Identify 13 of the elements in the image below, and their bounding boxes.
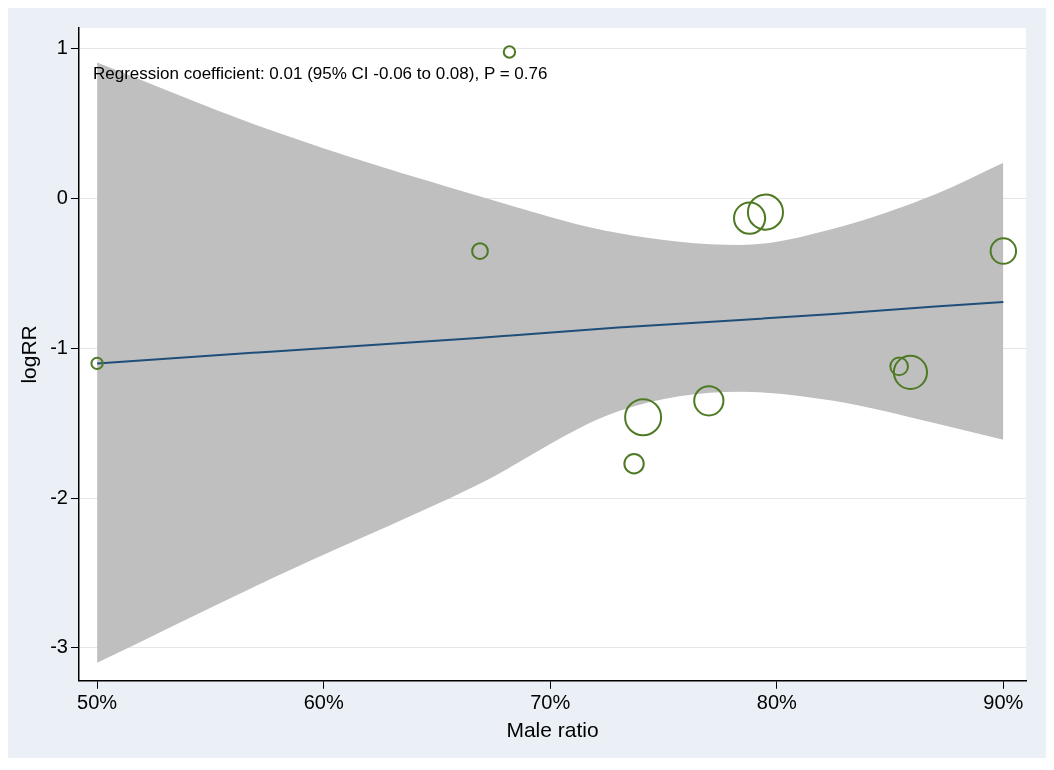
y-tick-label: -3: [50, 635, 68, 658]
y-tick-label: 1: [56, 36, 68, 59]
x-tick-label: 50%: [77, 691, 118, 714]
y-axis-title: logRR: [17, 325, 41, 384]
y-tick-label: 0: [56, 186, 68, 209]
x-axis-title: Male ratio: [506, 718, 599, 742]
x-tick-label: 60%: [303, 691, 344, 714]
x-tick-label: 90%: [983, 691, 1024, 714]
x-tick-label: 80%: [756, 691, 798, 714]
y-tick-label: -1: [50, 335, 68, 358]
x-tick-label: 70%: [530, 691, 571, 714]
y-tick-label: -2: [50, 485, 68, 508]
annotation: Regression coefficient: 0.01 (95% CI -0.06 to 0.08), P = 0.76: [92, 64, 548, 84]
